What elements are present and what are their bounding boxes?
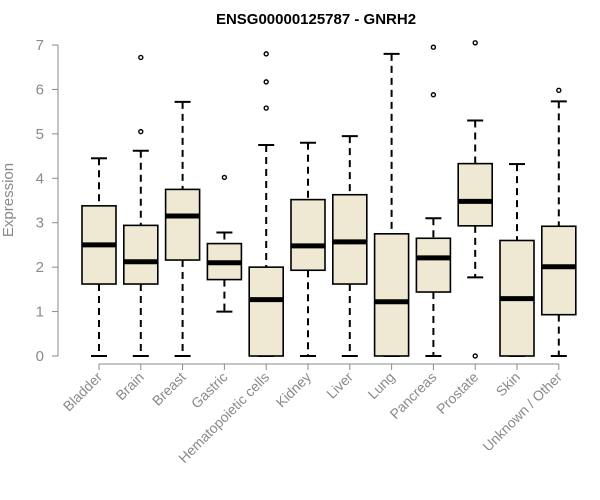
outlier-9-0 — [472, 353, 478, 359]
box-5 — [290, 141, 326, 357]
outlier-1-0 — [138, 128, 144, 135]
box-2 — [164, 100, 201, 357]
box-rect-1 — [123, 224, 159, 285]
box-7 — [373, 52, 410, 357]
x-tick-label-10: Skin — [493, 369, 524, 400]
y-tick-label-3: 3 — [36, 215, 44, 232]
outlier-1-1 — [138, 54, 144, 61]
box-3 — [206, 174, 243, 313]
outlier-9-1 — [472, 40, 478, 46]
box-rect-7 — [373, 233, 410, 357]
y-tick-label-4: 4 — [36, 170, 44, 187]
box-rect-8 — [415, 237, 452, 293]
x-tick-label-0: Bladder — [60, 369, 106, 415]
chart-title: ENSG00000125787 - GNRH2 — [216, 11, 416, 28]
x-tick-label-5: Kidney — [273, 369, 315, 411]
y-tick-label-5: 5 — [36, 126, 44, 143]
x-tick-label-2: Breast — [149, 369, 189, 409]
y-axis: 0 1 2 3 4 5 6 7 — [36, 37, 59, 365]
x-tick-label-6: Liver — [323, 369, 356, 402]
y-tick-label-0: 0 — [36, 348, 44, 365]
y-tick-label-7: 7 — [36, 37, 44, 54]
outlier-11-0 — [556, 87, 562, 94]
box-11 — [540, 87, 577, 357]
y-axis-label: Expression — [0, 163, 17, 237]
outlier-4-2 — [263, 51, 269, 57]
box-9 — [457, 40, 494, 359]
outlier-4-1 — [263, 79, 269, 85]
outlier-8-0 — [430, 92, 437, 98]
box-1 — [123, 54, 159, 357]
box-4 — [248, 51, 284, 357]
box-rect-9 — [457, 162, 494, 227]
x-tick-label-9: Prostate — [433, 369, 481, 417]
box-rect-2 — [164, 188, 201, 261]
outlier-4-0 — [263, 105, 269, 111]
box-8 — [415, 44, 452, 357]
box-10 — [499, 163, 535, 357]
box-rect-11 — [540, 225, 577, 316]
box-0 — [81, 157, 117, 357]
y-tick-label-1: 1 — [36, 304, 44, 321]
box-rect-5 — [290, 198, 326, 272]
x-tick-label-1: Brain — [112, 369, 146, 403]
x-tick-label-7: Lung — [364, 369, 397, 402]
boxes-group — [81, 40, 577, 359]
x-tick-label-11: Unknown / Other — [479, 369, 565, 455]
y-tick-label-6: 6 — [36, 81, 44, 98]
box-6 — [331, 135, 368, 357]
box-rect-4 — [248, 266, 284, 357]
outlier-3-0 — [221, 174, 228, 181]
outlier-8-1 — [430, 44, 437, 50]
y-tick-label-2: 2 — [36, 259, 44, 276]
